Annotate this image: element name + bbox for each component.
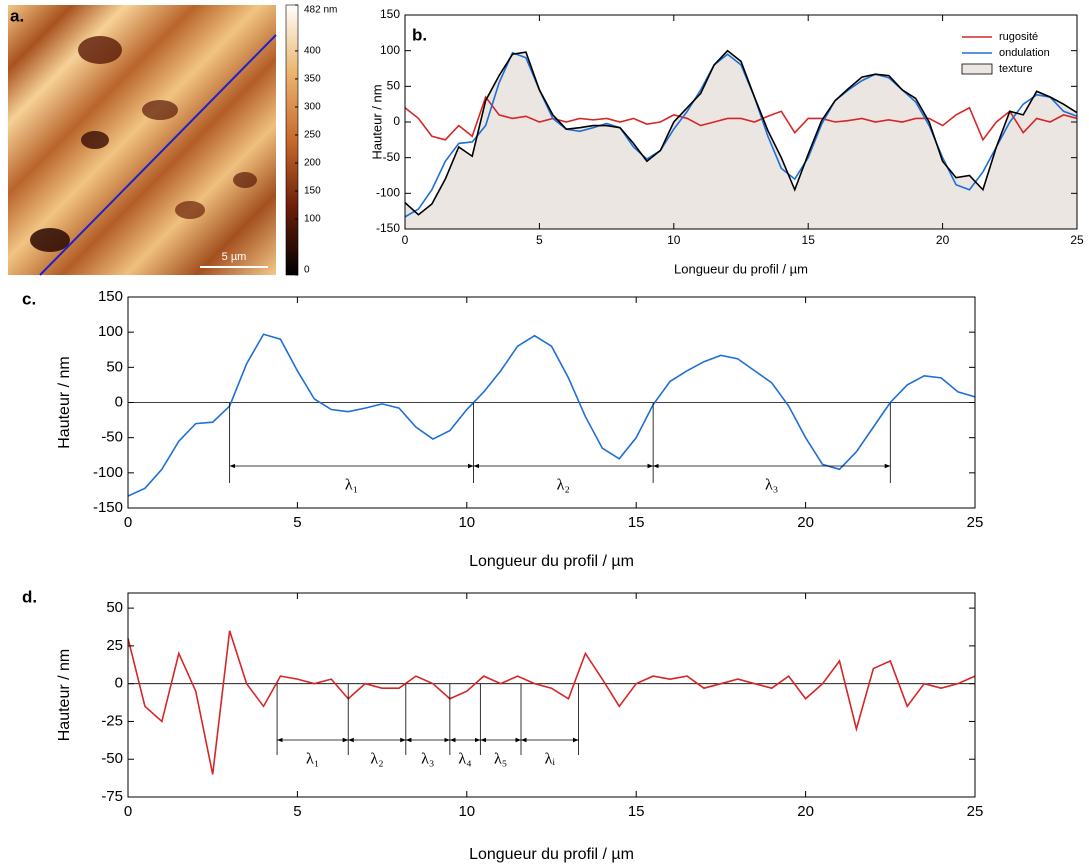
x-tick-label: 15 [628, 514, 645, 531]
x-tick-label: 20 [936, 233, 950, 247]
colorbar-tick-label: 0 [304, 265, 310, 276]
afm-image [8, 5, 277, 276]
y-axis-label: Hauteur / nm [56, 356, 73, 448]
y-tick-label: 50 [106, 599, 123, 616]
panel-label: b. [412, 25, 427, 44]
colorbar [285, 4, 299, 276]
interval-label: λ₂ [370, 751, 383, 768]
interval-label: λ₃ [421, 751, 434, 768]
y-tick-label: -100 [93, 464, 123, 481]
panel-label: c. [22, 289, 36, 308]
interval-label: λ₅ [494, 751, 507, 768]
x-axis-label: Longueur du profil / µm [469, 846, 634, 863]
y-tick-label: 50 [387, 79, 401, 93]
x-tick-label: 20 [797, 514, 814, 531]
y-tick-label: 0 [115, 393, 123, 410]
y-tick-label: -50 [101, 429, 123, 446]
series-line [127, 333, 976, 497]
colorbar-tick-label: 482 nm [304, 5, 337, 16]
y-tick-label: 0 [115, 675, 123, 692]
x-tick-label: 10 [667, 233, 681, 247]
scalebar-label: 5 µm [222, 251, 247, 263]
legend-swatch [961, 63, 993, 75]
colorbar-tick-label: 400 [304, 46, 321, 57]
colorbar-tick-label: 100 [304, 214, 321, 225]
x-tick-label: 15 [628, 803, 645, 820]
interval-label: λ₁ [306, 751, 319, 768]
x-tick-label: 10 [458, 514, 475, 531]
x-tick-label: 5 [293, 803, 301, 820]
x-tick-label: 0 [124, 803, 132, 820]
x-tick-label: 0 [124, 514, 132, 531]
y-tick-label: 100 [98, 323, 123, 340]
x-axis-label: Longueur du profil / µm [469, 553, 634, 570]
area-fill [405, 50, 1077, 229]
colorbar-tick-label: 200 [304, 158, 321, 169]
x-tick-label: 25 [967, 514, 984, 531]
x-tick-label: 20 [797, 803, 814, 820]
legend-label: rugosité [999, 31, 1038, 43]
series-line [404, 51, 1078, 218]
y-tick-label: 150 [98, 288, 123, 305]
y-tick-label: 50 [106, 358, 123, 375]
y-tick-label: -50 [383, 150, 401, 164]
x-tick-label: 5 [293, 514, 301, 531]
plot-frame [127, 592, 976, 798]
series-line [404, 49, 1078, 216]
x-tick-label: 0 [402, 233, 409, 247]
interval-label: λ₃ [765, 477, 778, 494]
y-axis-label: Hauteur / nm [369, 84, 384, 159]
y-tick-label: -150 [376, 221, 400, 235]
y-tick-label: -150 [93, 499, 123, 516]
x-tick-label: 5 [536, 233, 543, 247]
y-tick-label: 100 [380, 43, 400, 57]
x-tick-label: 25 [967, 803, 984, 820]
y-axis-label: Hauteur / nm [56, 649, 73, 741]
panel-label: a. [10, 6, 24, 25]
y-tick-label: -25 [101, 712, 123, 729]
x-tick-label: 15 [802, 233, 816, 247]
series-line [127, 630, 976, 775]
interval-label: λ₁ [345, 477, 358, 494]
colorbar-tick-label: 300 [304, 102, 321, 113]
series-line [404, 95, 1078, 142]
y-tick-label: 25 [106, 637, 123, 654]
legend-label: ondulation [999, 47, 1050, 59]
y-tick-label: 0 [393, 114, 400, 128]
panel-label: d. [22, 587, 37, 606]
colorbar-tick-label: 250 [304, 130, 321, 141]
y-tick-label: 150 [380, 7, 400, 21]
y-tick-label: -75 [101, 788, 123, 805]
interval-label: λ₂ [557, 477, 570, 494]
x-tick-label: 25 [1070, 233, 1084, 247]
x-tick-label: 10 [458, 803, 475, 820]
x-axis-label: Longueur du profil / µm [674, 261, 808, 276]
interval-label: λ₄ [458, 751, 472, 768]
legend-label: texture [999, 63, 1033, 75]
colorbar-tick-label: 350 [304, 74, 321, 85]
y-tick-label: -50 [101, 750, 123, 767]
colorbar-tick-label: 150 [304, 186, 321, 197]
interval-label: λᵢ [545, 751, 556, 768]
y-tick-label: -100 [376, 186, 400, 200]
